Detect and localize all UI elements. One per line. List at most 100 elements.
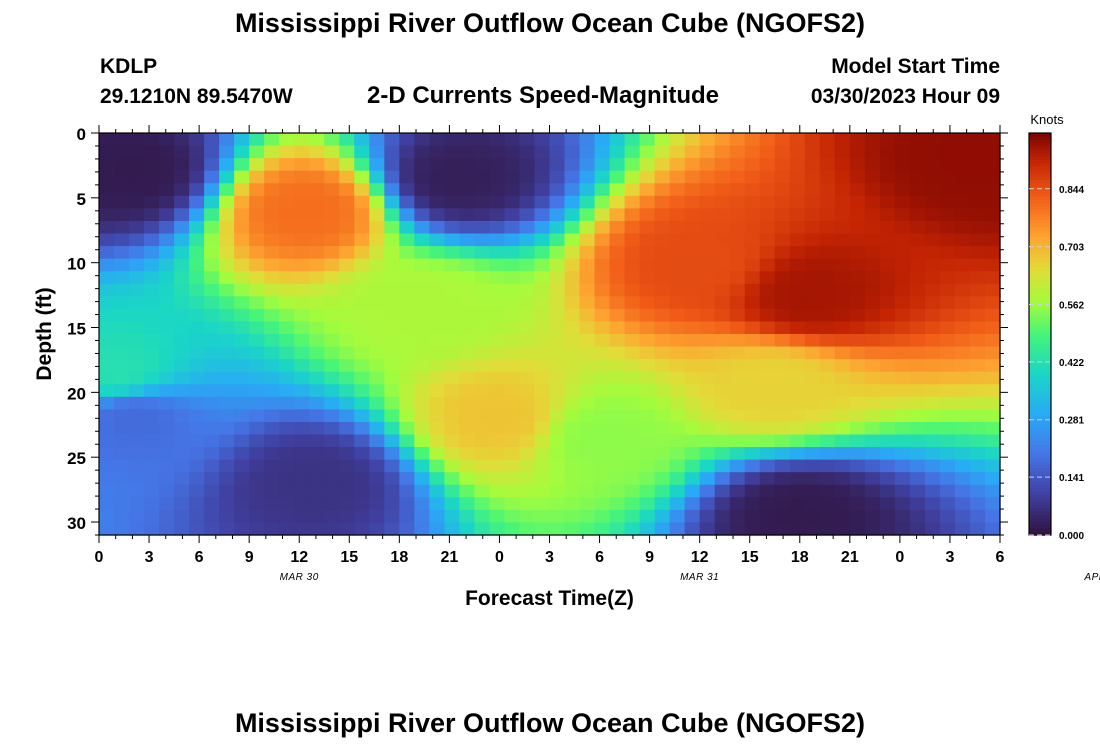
heatmap-cell [279,484,295,498]
heatmap-cell [294,283,310,297]
colorbar-swatch [1029,437,1051,442]
colorbar-swatch [1029,387,1051,392]
heatmap-cell [699,359,716,373]
heatmap-cell [504,321,521,335]
heatmap-cell [219,145,235,159]
heatmap-cell [609,359,626,373]
heatmap-cell [369,271,385,285]
heatmap-cell [504,434,521,448]
heatmap-cell [189,133,205,147]
heatmap-cell [864,195,881,209]
heatmap-cell [264,459,280,473]
heatmap-cell [594,183,611,197]
heatmap-cell [579,509,596,524]
colorbar-swatch [1029,441,1051,446]
heatmap-cell [804,509,821,524]
heatmap-cell [834,170,851,184]
heatmap-cell [309,145,325,159]
heatmap-cell [639,396,656,410]
heatmap-cell [834,208,851,222]
heatmap-cell [414,271,430,285]
heatmap-cell [384,434,400,448]
heatmap-cell [369,384,385,398]
heatmap-cell [294,158,310,172]
heatmap-cell [354,359,370,373]
heatmap-cell [324,195,340,209]
colorbar-swatch [1029,263,1051,268]
heatmap-cell [414,321,430,335]
heatmap-cell [744,522,761,536]
heatmap-cell [789,246,806,260]
heatmap-cell [714,459,731,473]
heatmap-cell [909,220,926,235]
heatmap-cell [984,170,1001,184]
colorbar-swatch [1029,146,1051,151]
heatmap-cell [399,296,415,310]
heatmap-cell [144,371,160,385]
heatmap-cell [459,271,476,285]
heatmap-cell [159,447,175,461]
heatmap-cell [909,170,926,184]
heatmap-cell [459,384,476,398]
heatmap-cell [234,434,250,448]
heatmap-cell [324,421,340,436]
heatmap-cell [669,509,686,524]
heatmap-cell [429,472,445,486]
heatmap-cell [684,346,701,360]
heatmap-cell [609,334,626,348]
date-label: MAR 30 [280,572,319,583]
heatmap-cell [414,133,430,147]
heatmap-cell [729,308,746,323]
heatmap-cell [774,346,791,360]
heatmap-cell [204,509,220,524]
heatmap-cell [609,283,626,297]
heatmap-cell [624,145,641,159]
heatmap-cell [384,509,400,524]
heatmap-cell [534,296,551,310]
colorbar-swatch [1029,340,1051,345]
heatmap-cell [879,484,896,498]
heatmap-cell [564,233,581,247]
heatmap-cell [519,497,536,511]
heatmap-cell [759,421,776,436]
heatmap-cell [804,133,821,147]
heatmap-cell [834,195,851,209]
heatmap-cell [234,522,250,536]
heatmap-cell [159,497,175,511]
heatmap-cell [249,283,265,297]
heatmap-cell [714,384,731,398]
heatmap-cell [519,334,536,348]
heatmap-cell [849,296,866,310]
x-tick-label: 18 [390,549,408,566]
heatmap-cell [819,170,836,184]
heatmap-cell [114,459,130,473]
heatmap-cell [174,497,190,511]
heatmap-cell [834,421,851,436]
heatmap-cell [954,497,971,511]
heatmap-cell [909,522,926,536]
heatmap-cell [414,484,430,498]
colorbar-swatch [1029,421,1051,426]
heatmap-cell [474,170,491,184]
heatmap-cell [849,459,866,473]
heatmap-cell [909,484,926,498]
heatmap-cell [354,384,370,398]
heatmap-cell [624,421,641,436]
heatmap-cell [879,321,896,335]
heatmap-cell [279,233,295,247]
heatmap-cell [144,258,160,272]
heatmap-cell [819,133,836,147]
colorbar-swatch [1029,139,1051,144]
heatmap-cell [189,434,205,448]
heatmap-cell [249,522,265,536]
heatmap-cell [159,258,175,272]
heatmap-cell [954,158,971,172]
heatmap-cell [189,145,205,159]
heatmap-cell [549,484,566,498]
heatmap-cell [309,208,325,222]
heatmap-cell [264,396,280,410]
heatmap-cell [234,346,250,360]
colorbar-swatch [1029,290,1051,295]
heatmap-cell [354,170,370,184]
heatmap-cell [669,484,686,498]
